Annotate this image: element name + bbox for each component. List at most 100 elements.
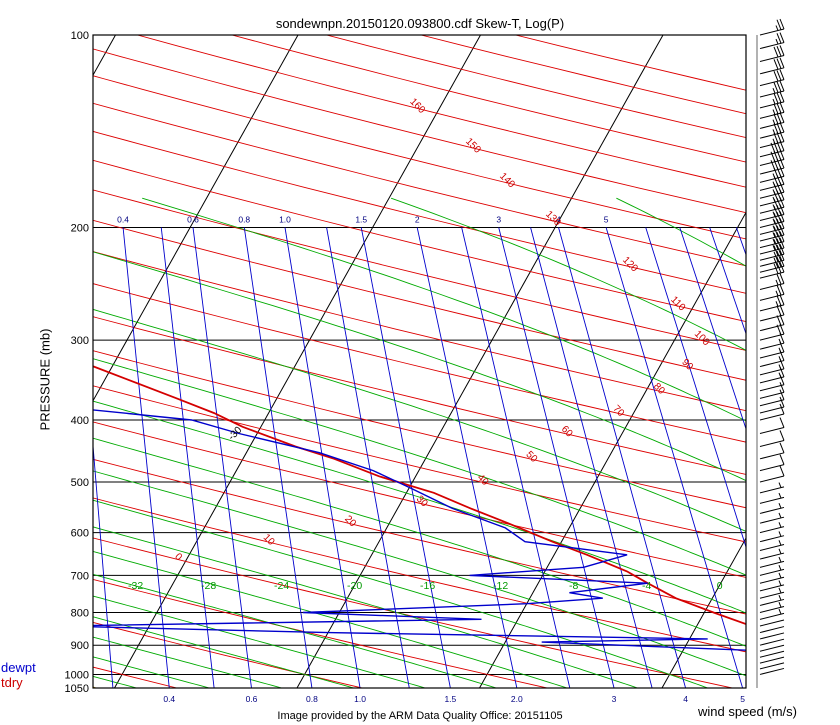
mixing-ratio-label-top: 0.8 — [238, 214, 250, 224]
dry-adiabat-line — [93, 48, 746, 214]
wind-barb — [759, 644, 785, 652]
mixing-ratio-line — [498, 227, 615, 688]
wind-barb-full — [779, 256, 785, 267]
footer-credit: Image provided by the ARM Data Quality O… — [277, 710, 563, 722]
wind-barb — [759, 465, 785, 483]
legend-tdry: tdry — [1, 675, 23, 690]
wind-barb-staff — [759, 591, 785, 599]
wind-barb-half — [778, 482, 782, 488]
wind-barb — [759, 512, 785, 524]
mixing-ratio-line — [93, 440, 114, 688]
wind-barb-full — [779, 465, 785, 477]
wind-barb-full — [776, 122, 782, 134]
wind-barb-full — [779, 389, 785, 400]
wind-barb-full — [776, 102, 782, 114]
wind-barb — [759, 540, 785, 551]
wind-barb-full — [779, 91, 785, 103]
dry-adiabat-label: 20 — [342, 514, 358, 530]
wind-barb-staff — [759, 605, 785, 613]
wind-barb-staff — [759, 351, 785, 359]
wind-barb-full — [779, 112, 785, 123]
wind-barb — [759, 244, 785, 261]
wind-barb — [759, 430, 785, 447]
dry-adiabat-line — [93, 283, 746, 443]
pressure-tick-label: 100 — [71, 30, 89, 42]
wind-barb-full — [779, 341, 785, 353]
wind-barb — [759, 638, 785, 646]
wind-barb-full — [779, 140, 785, 151]
wind-barb-full — [779, 454, 785, 465]
wind-barb-full — [779, 211, 785, 222]
wind-barb-full — [779, 417, 785, 428]
wind-barb-staff — [759, 427, 785, 435]
wind-barb — [759, 482, 785, 494]
wind-barb-full — [776, 256, 782, 268]
wind-barb-staff — [759, 399, 785, 407]
wind-barb-staff — [759, 638, 785, 646]
moist-adiabat-line — [93, 595, 426, 688]
dry-adiabat-label: 110 — [668, 294, 687, 313]
mixing-ratio-label-top: 5 — [604, 214, 609, 224]
wind-barb-full — [773, 59, 779, 70]
moist-adiabat-line — [93, 308, 746, 532]
wind-barb-staff — [759, 506, 785, 514]
wind-barb-half — [778, 587, 782, 594]
wind-barb — [759, 564, 785, 576]
wind-barb-full — [773, 113, 779, 125]
wind-barb-staff — [759, 191, 785, 199]
wind-barb — [759, 403, 785, 421]
wind-barb-full — [779, 304, 785, 316]
wind-barb-staff — [759, 265, 785, 273]
wind-barb-full — [776, 284, 782, 296]
wind-barb-half — [775, 38, 779, 45]
dry-adiabat-label: 150 — [463, 136, 483, 156]
wind-barb — [759, 492, 785, 504]
wind-barb — [759, 595, 785, 606]
wind-barb — [759, 382, 785, 399]
wind-barb-full — [779, 366, 785, 378]
mixing-ratio-label: 0.8 — [306, 694, 318, 704]
wind-barb-full — [773, 263, 779, 274]
pressure-tick-label: 300 — [71, 335, 89, 347]
wind-barb-staff — [759, 464, 785, 472]
mixing-ratio-label-top: 2 — [415, 214, 420, 224]
dry-adiabat-line — [231, 35, 746, 163]
wind-barb-staff — [759, 475, 785, 483]
temperature-tick-label: -16 — [420, 580, 435, 592]
mixing-ratio-line — [679, 227, 746, 431]
mixing-ratio-label-top: 0.4 — [117, 214, 129, 224]
series-dewpt — [93, 409, 746, 651]
wind-barb-full — [779, 442, 785, 453]
temperature-tick-label: -32 — [128, 580, 143, 592]
wind-barb-half — [772, 88, 776, 94]
wind-barb-full — [776, 250, 782, 262]
wind-barb-staff — [759, 333, 785, 341]
mixing-ratio-line — [243, 227, 313, 688]
isotherm-line — [296, 35, 664, 688]
wind-barb-full — [773, 257, 779, 268]
wind-barb — [759, 502, 785, 514]
dry-adiabat-label: 10 — [261, 532, 277, 548]
wind-barb-half — [772, 232, 776, 238]
wind-barb — [759, 314, 785, 332]
wind-barb — [759, 18, 785, 36]
moist-adiabat-line — [93, 526, 638, 688]
wind-barb-full — [779, 250, 785, 261]
wind-barb — [759, 626, 785, 634]
wind-barb-full — [779, 244, 785, 255]
moist-adiabat-line — [93, 616, 354, 688]
mixing-ratio-line — [645, 227, 746, 549]
pressure-tick-label: 800 — [71, 607, 89, 619]
wind-barb-staff — [759, 384, 785, 392]
wind-barb — [759, 650, 785, 658]
wind-barb-half — [778, 540, 782, 546]
wind-barb — [759, 572, 785, 584]
mixing-ratio-label: 0.6 — [246, 694, 258, 704]
wind-barb-staff — [759, 667, 785, 675]
wind-barb — [759, 333, 785, 350]
wind-barb — [759, 656, 785, 664]
pressure-tick-label: 600 — [71, 528, 89, 540]
wind-barb — [759, 224, 785, 242]
temperature-tick-label: -12 — [493, 580, 508, 592]
mixing-ratio-label-top: 1.0 — [279, 214, 291, 224]
